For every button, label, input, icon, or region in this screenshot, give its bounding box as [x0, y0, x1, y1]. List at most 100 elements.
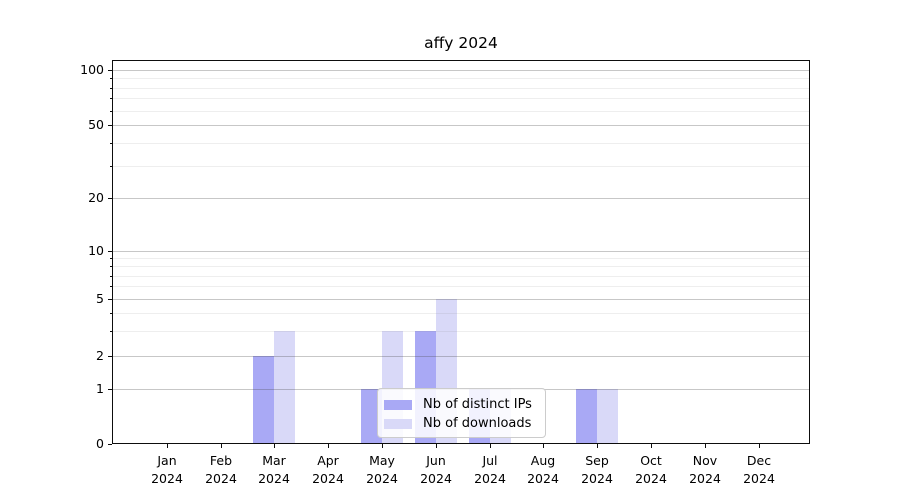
x-tick-label: Aug 2024 — [515, 452, 571, 487]
y-minor-tick-mark — [110, 166, 112, 167]
bar-distinct-ips-may — [361, 389, 382, 443]
y-tick-label: 10 — [88, 243, 104, 258]
x-tick-year: 2024 — [151, 470, 183, 486]
x-tick-mark — [221, 444, 222, 448]
x-tick-label: Apr 2024 — [300, 452, 356, 487]
bar-distinct-ips-mar — [253, 356, 274, 443]
major-gridline — [113, 299, 809, 300]
major-gridline — [113, 198, 809, 199]
chart-title: affy 2024 — [424, 34, 498, 52]
x-tick-label: Dec 2024 — [731, 452, 787, 487]
y-tick-label: 0 — [96, 436, 104, 451]
y-minor-tick-mark — [110, 111, 112, 112]
x-tick-label: May 2024 — [354, 452, 410, 487]
x-tick-year: 2024 — [366, 470, 398, 486]
x-tick-month: Jul — [482, 453, 498, 468]
x-tick-mark — [759, 444, 760, 448]
y-tick-label: 1 — [96, 381, 104, 396]
x-tick-month: Feb — [209, 453, 233, 468]
x-tick-month: Oct — [640, 453, 662, 468]
y-tick-mark — [108, 251, 112, 252]
y-minor-tick-mark — [110, 286, 112, 287]
x-tick-label: Nov 2024 — [677, 452, 733, 487]
bar-downloads-sep — [597, 389, 618, 443]
x-tick-label: Sep 2024 — [569, 452, 625, 487]
x-tick-year: 2024 — [689, 470, 721, 486]
y-tick-mark — [108, 444, 112, 445]
legend-label-downloads: Nb of downloads — [423, 416, 532, 431]
x-tick-mark — [651, 444, 652, 448]
bar-downloads-mar — [274, 331, 295, 443]
y-minor-tick-mark — [110, 331, 112, 332]
minor-gridline — [113, 331, 809, 332]
x-tick-year: 2024 — [205, 470, 237, 486]
y-minor-tick-mark — [110, 78, 112, 79]
x-tick-month: Mar — [262, 453, 286, 468]
minor-gridline — [113, 166, 809, 167]
minor-gridline — [113, 143, 809, 144]
legend-swatch-distinct-ips — [384, 399, 412, 410]
y-minor-tick-mark — [110, 266, 112, 267]
y-tick-label: 20 — [88, 190, 104, 205]
x-tick-year: 2024 — [258, 470, 290, 486]
minor-gridline — [113, 276, 809, 277]
y-tick-mark — [108, 356, 112, 357]
x-tick-month: Nov — [692, 453, 718, 468]
major-gridline — [113, 251, 809, 252]
minor-gridline — [113, 258, 809, 259]
x-tick-year: 2024 — [635, 470, 667, 486]
y-tick-mark — [108, 299, 112, 300]
x-tick-mark — [436, 444, 437, 448]
x-tick-mark — [274, 444, 275, 448]
legend: Nb of distinct IPs Nb of downloads — [377, 388, 546, 438]
x-tick-mark — [328, 444, 329, 448]
x-tick-year: 2024 — [743, 470, 775, 486]
legend-label-distinct-ips: Nb of distinct IPs — [423, 397, 532, 412]
y-minor-tick-mark — [110, 88, 112, 89]
y-tick-label: 100 — [80, 62, 104, 77]
x-tick-month: Aug — [530, 453, 556, 468]
x-tick-label: Jul 2024 — [462, 452, 518, 487]
minor-gridline — [113, 286, 809, 287]
x-tick-month: Jun — [426, 453, 446, 468]
x-tick-label: Mar 2024 — [246, 452, 302, 487]
x-tick-mark — [705, 444, 706, 448]
x-tick-label: Feb 2024 — [193, 452, 249, 487]
legend-swatch-downloads — [384, 418, 412, 429]
x-tick-year: 2024 — [581, 470, 613, 486]
x-tick-month: Apr — [317, 453, 339, 468]
y-tick-label: 50 — [88, 117, 104, 132]
x-tick-label: Jan 2024 — [139, 452, 195, 487]
minor-gridline — [113, 78, 809, 79]
y-minor-tick-mark — [110, 258, 112, 259]
minor-gridline — [113, 98, 809, 99]
y-tick-mark — [108, 70, 112, 71]
minor-gridline — [113, 111, 809, 112]
x-tick-label: Jun 2024 — [408, 452, 464, 487]
y-tick-mark — [108, 125, 112, 126]
y-tick-mark — [108, 389, 112, 390]
minor-gridline — [113, 88, 809, 89]
minor-gridline — [113, 266, 809, 267]
y-minor-tick-mark — [110, 143, 112, 144]
legend-item-distinct-ips: Nb of distinct IPs — [384, 395, 545, 414]
major-gridline — [113, 356, 809, 357]
x-tick-mark — [382, 444, 383, 448]
x-tick-mark — [597, 444, 598, 448]
y-tick-mark — [108, 198, 112, 199]
legend-item-downloads: Nb of downloads — [384, 414, 545, 433]
x-tick-mark — [490, 444, 491, 448]
major-gridline — [113, 70, 809, 71]
plot-area-frame — [112, 60, 810, 444]
x-tick-month: May — [369, 453, 395, 468]
y-tick-label: 2 — [96, 348, 104, 363]
x-tick-year: 2024 — [312, 470, 344, 486]
x-tick-label: Oct 2024 — [623, 452, 679, 487]
minor-gridline — [113, 313, 809, 314]
x-tick-mark — [543, 444, 544, 448]
x-tick-month: Dec — [746, 453, 772, 468]
major-gridline — [113, 125, 809, 126]
y-minor-tick-mark — [110, 98, 112, 99]
x-tick-mark — [167, 444, 168, 448]
